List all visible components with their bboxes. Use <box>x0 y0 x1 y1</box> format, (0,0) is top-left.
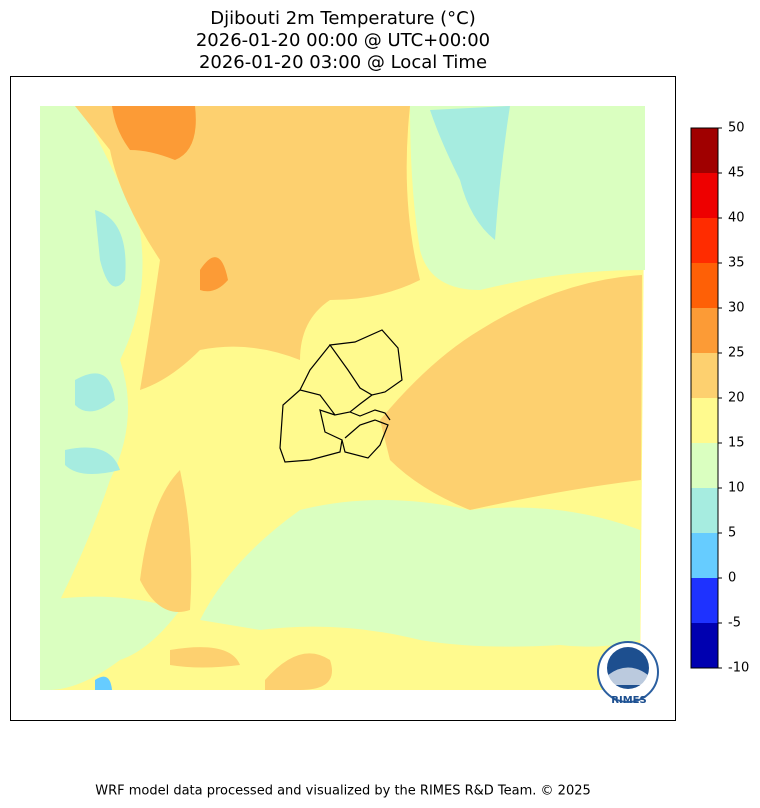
colorbar-segment <box>691 623 718 668</box>
map: RIMES <box>10 76 676 721</box>
footer: WRF model data processed and visualized … <box>95 784 591 799</box>
tick-label: 0 <box>728 571 736 586</box>
tick-label: 15 <box>728 436 745 451</box>
colorbar-segment <box>691 353 718 398</box>
tick-label: 50 <box>728 121 745 136</box>
colorbar-segment <box>691 128 718 173</box>
tick-label: 45 <box>728 166 745 181</box>
tick-label: 40 <box>728 211 745 226</box>
colorbar-segment <box>691 218 718 263</box>
tick-label: 5 <box>728 526 736 541</box>
colorbar-segment <box>691 488 718 533</box>
colorbar-segment <box>691 173 718 218</box>
tick-label: 25 <box>728 346 745 361</box>
colorbar-segment <box>691 398 718 443</box>
title-line: 2026-01-20 00:00 @ UTC+00:00 <box>196 30 490 51</box>
tick-label: -10 <box>728 661 749 676</box>
colorbar-segment <box>691 263 718 308</box>
colorbar-segment <box>691 533 718 578</box>
logo-text: RIMES <box>611 695 646 706</box>
tick-label: 10 <box>728 481 745 496</box>
tick-label: 35 <box>728 256 745 271</box>
colorbar-segment <box>691 578 718 623</box>
colorbar-segment <box>691 308 718 353</box>
title-line: Djibouti 2m Temperature (°C) <box>210 8 476 29</box>
title-line: 2026-01-20 03:00 @ Local Time <box>199 52 487 73</box>
tick-label: -5 <box>728 616 741 631</box>
colorbar: -10 -5 0 5 10 15 20 25 30 35 40 45 50 <box>690 121 749 676</box>
colorbar-segment <box>691 443 718 488</box>
tick-label: 20 <box>728 391 745 406</box>
tick-label: 30 <box>728 301 745 316</box>
